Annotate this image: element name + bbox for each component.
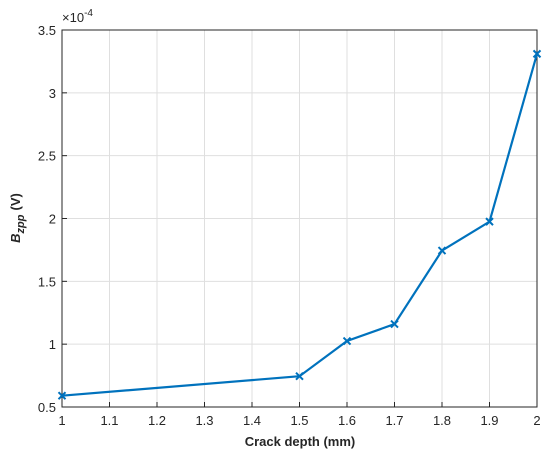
- y-tick-label: 1: [49, 337, 56, 352]
- y-multiplier-base: ×10: [62, 10, 84, 25]
- x-tick-label: 1: [58, 413, 65, 428]
- y-label-sub: zpp: [15, 214, 27, 234]
- data-marker: [342, 336, 352, 346]
- x-tick-label: 1.9: [480, 413, 498, 428]
- data-marker: [57, 391, 67, 400]
- y-tick-label: 3.5: [38, 23, 56, 38]
- y-tick-label: 2.5: [38, 149, 56, 164]
- y-multiplier: ×10-4: [62, 8, 93, 25]
- x-tick-label: 1.7: [385, 413, 403, 428]
- y-tick-label: 1.5: [38, 274, 56, 289]
- x-tick-label: 1.6: [338, 413, 356, 428]
- y-axis-label: Bzpp (V): [8, 193, 27, 243]
- data-marker: [532, 49, 542, 59]
- x-tick-label: 1.1: [100, 413, 118, 428]
- data-marker: [485, 217, 494, 226]
- y-multiplier-exponent: -4: [84, 8, 93, 19]
- y-tick-label: 2: [49, 212, 56, 227]
- data-marker: [437, 246, 447, 255]
- x-tick-label: 1.2: [148, 413, 166, 428]
- y-label-unit: (V): [8, 193, 23, 210]
- data-marker: [295, 372, 304, 381]
- data-marker: [390, 319, 399, 329]
- x-axis-label: Crack depth (mm): [245, 434, 356, 449]
- y-label-main: B: [8, 233, 23, 242]
- x-tick-label: 1.5: [290, 413, 308, 428]
- x-tick-label: 2: [533, 413, 540, 428]
- y-tick-label: 0.5: [38, 400, 56, 415]
- x-tick-label: 1.3: [195, 413, 213, 428]
- y-tick-label: 3: [49, 86, 56, 101]
- x-tick-label: 1.4: [243, 413, 261, 428]
- x-tick-label: 1.8: [433, 413, 451, 428]
- axes-box: [61, 29, 538, 408]
